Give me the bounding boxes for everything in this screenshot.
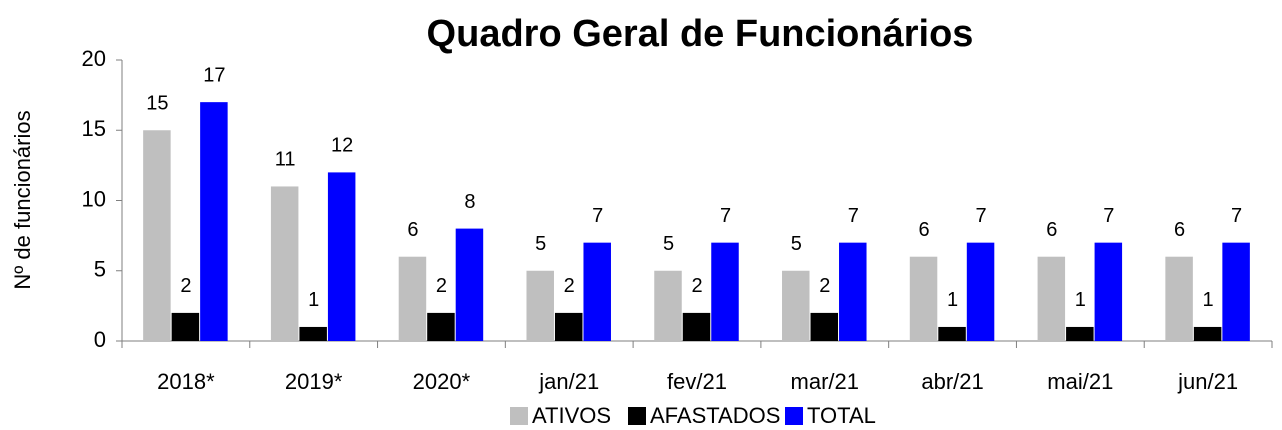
- bar: [1094, 242, 1123, 341]
- data-label: 7: [1103, 205, 1114, 227]
- x-tick-label: fev/21: [667, 369, 727, 394]
- data-label: 7: [975, 205, 986, 227]
- data-label: 11: [275, 149, 296, 171]
- data-label: 5: [663, 233, 674, 255]
- bar: [554, 312, 583, 341]
- y-tick-label: 15: [82, 116, 106, 141]
- bar: [171, 312, 200, 341]
- bar: [682, 312, 711, 341]
- x-tick-label: mar/21: [791, 369, 859, 394]
- bar: [782, 270, 810, 341]
- bar: [1193, 326, 1222, 341]
- legend-swatch: [628, 407, 646, 425]
- data-label: 2: [180, 275, 191, 297]
- bar: [427, 312, 455, 341]
- x-tick-label: mai/21: [1047, 369, 1113, 394]
- bar: [711, 242, 739, 341]
- x-tick-label: jun/21: [1177, 369, 1238, 394]
- data-label: 1: [308, 289, 319, 311]
- y-axis-label: Nº de funcionários: [10, 110, 35, 289]
- data-label: 2: [564, 275, 575, 297]
- bar: [839, 242, 867, 341]
- data-label: 15: [146, 93, 168, 115]
- bar: [1165, 256, 1193, 341]
- data-label: 5: [535, 233, 546, 255]
- x-tick-label: abr/21: [921, 369, 983, 394]
- legend-label: TOTAL: [807, 403, 876, 428]
- data-label: 7: [1231, 205, 1242, 227]
- legend-label: AFASTADOS: [650, 403, 780, 428]
- data-label: 2: [436, 275, 447, 297]
- data-label: 2: [819, 275, 830, 297]
- bar: [270, 186, 299, 341]
- legend-swatch: [785, 407, 803, 425]
- chart-title: Quadro Geral de Funcionários: [427, 13, 974, 55]
- data-label: 2: [691, 275, 702, 297]
- x-tick-label: jan/21: [538, 369, 599, 394]
- bar: [200, 102, 228, 342]
- data-label: 6: [1174, 219, 1185, 241]
- data-label: 7: [592, 205, 603, 227]
- bar: [810, 312, 839, 341]
- bar: [299, 326, 327, 341]
- bar: [526, 270, 554, 341]
- bar: [327, 172, 356, 341]
- data-label: 17: [203, 64, 225, 86]
- data-label: 1: [1203, 289, 1214, 311]
- bar: [583, 242, 611, 341]
- x-tick-label: 2019*: [285, 369, 343, 394]
- bar: [143, 130, 171, 341]
- bar: [938, 326, 966, 341]
- bar: [1066, 326, 1094, 341]
- bar: [909, 256, 938, 341]
- legend-label: ATIVOS: [532, 403, 611, 428]
- data-label: 6: [1046, 219, 1057, 241]
- bar: [1037, 256, 1066, 341]
- data-label: 1: [947, 289, 958, 311]
- bar: [966, 242, 995, 341]
- data-label: 1: [1075, 289, 1086, 311]
- data-label: 5: [791, 233, 802, 255]
- y-tick-label: 10: [82, 186, 106, 211]
- bar: [654, 270, 682, 341]
- y-tick-label: 0: [94, 327, 106, 352]
- y-tick-label: 5: [94, 257, 106, 282]
- data-label: 7: [720, 205, 731, 227]
- x-tick-label: 2018*: [157, 369, 215, 394]
- legend-swatch: [510, 407, 528, 425]
- data-label: 12: [331, 135, 353, 157]
- data-label: 8: [464, 191, 475, 213]
- x-tick-label: 2020*: [413, 369, 471, 394]
- y-tick-label: 20: [82, 46, 106, 71]
- data-label: 7: [848, 205, 859, 227]
- bar: [455, 228, 484, 341]
- bar: [1222, 242, 1250, 341]
- bar: [398, 256, 427, 341]
- data-label: 6: [407, 219, 418, 241]
- data-label: 6: [918, 219, 929, 241]
